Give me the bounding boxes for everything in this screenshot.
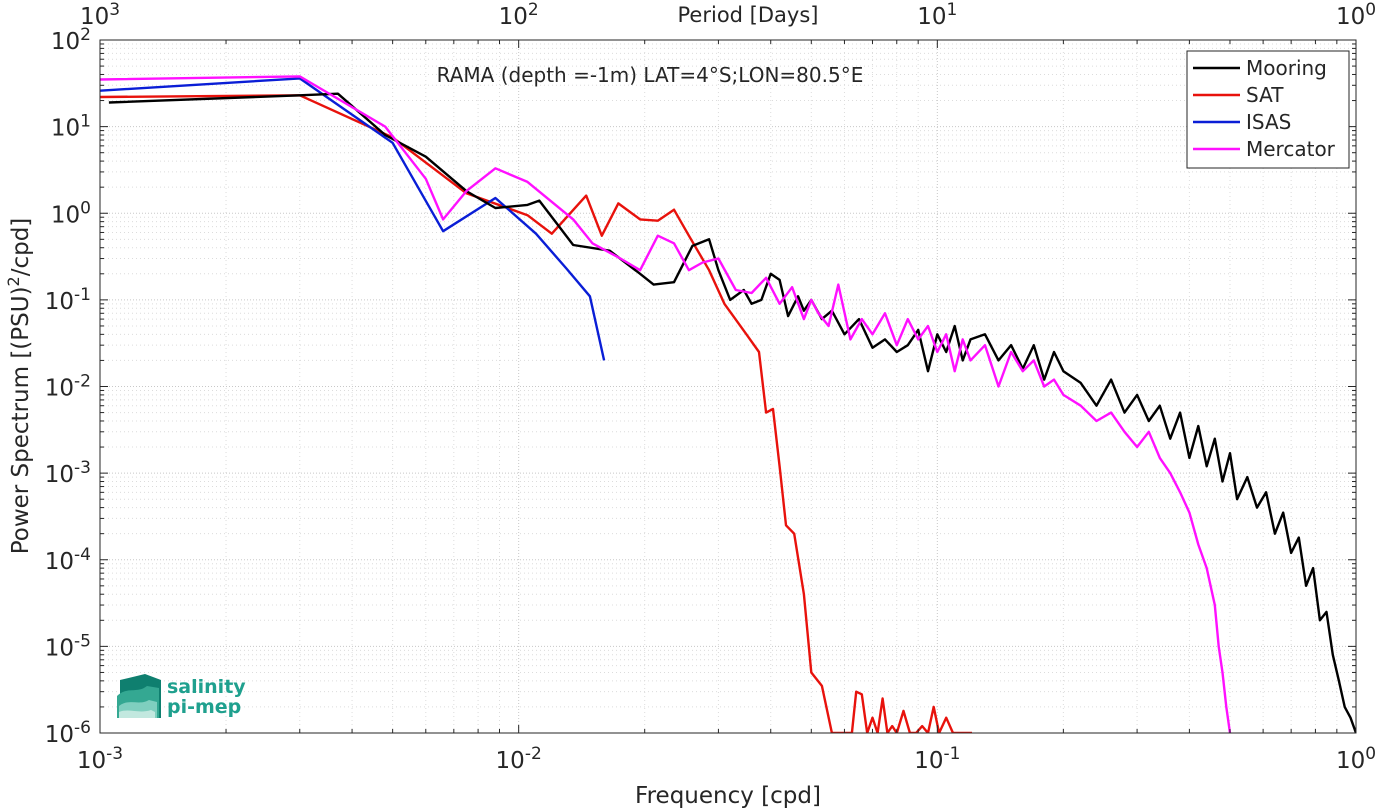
y-tick-label: 10-6 — [45, 718, 91, 748]
y-tick-label: 10-4 — [45, 545, 91, 575]
x2-tick-label: 101 — [917, 0, 957, 30]
x2-tick-label: 103 — [80, 0, 120, 30]
minor-grid — [100, 40, 1356, 733]
series-line-mercator — [100, 75, 1232, 733]
series-layer — [100, 75, 1356, 733]
y-axis-label: Power Spectrum [(PSU)2/cpd] — [4, 218, 34, 555]
x-tick-label: 10-3 — [77, 744, 123, 774]
legend-label-mercator: Mercator — [1246, 137, 1336, 161]
x2-tick-label: 102 — [499, 0, 539, 30]
logo-text-line1: salinity — [167, 676, 246, 698]
y-tick-label: 10-3 — [45, 458, 91, 488]
x-tick-label: 10-2 — [496, 744, 542, 774]
legend-label-isas: ISAS — [1246, 110, 1291, 134]
logo-text-line2: pi-mep — [167, 696, 241, 718]
legend: Mooring SAT ISAS Mercator — [1186, 50, 1350, 169]
logo: salinity pi-mep — [117, 674, 246, 718]
series-line-isas — [100, 77, 606, 361]
y-tick-label: 10-1 — [45, 285, 91, 315]
x2-tick-label: 100 — [1336, 0, 1376, 30]
y-tick-label: 10-5 — [45, 631, 91, 661]
axis-ticks — [99, 39, 1357, 734]
series-line-sat — [100, 94, 972, 733]
legend-label-mooring: Mooring — [1246, 56, 1327, 80]
y-tick-label: 102 — [51, 25, 91, 55]
y-tick-label: 101 — [51, 112, 91, 142]
y-tick-label: 100 — [51, 198, 91, 228]
x-axis-label: Frequency [cpd] — [635, 783, 821, 809]
legend-label-sat: SAT — [1246, 83, 1284, 107]
y-tick-label: 10-2 — [45, 372, 91, 402]
x-tick-label: 10-1 — [914, 744, 960, 774]
x2-axis-label: Period [Days] — [678, 3, 819, 27]
x-tick-label: 100 — [1336, 744, 1376, 774]
chart-title: RAMA (depth =-1m) LAT=4°S;LON=80.5°E — [437, 63, 864, 87]
